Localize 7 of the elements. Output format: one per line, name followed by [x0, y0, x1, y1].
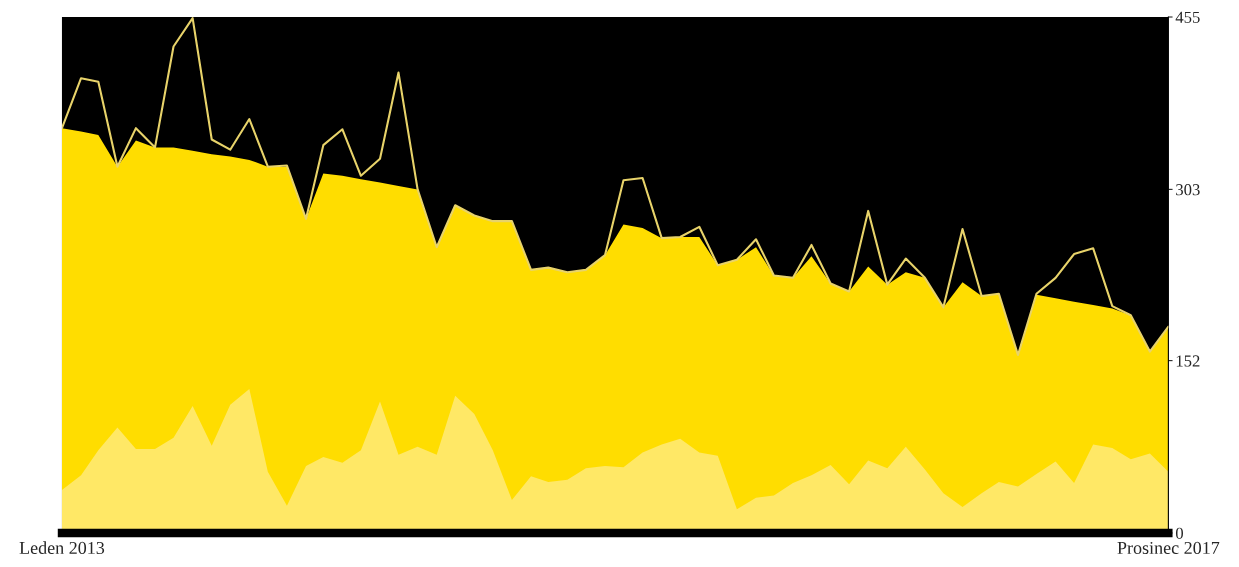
x-tick-label: Leden 2013 [19, 541, 105, 555]
y-tick-label: 455 [1175, 11, 1200, 23]
y-tick-label: 0 [1175, 527, 1184, 539]
y-tick-label: 303 [1176, 184, 1200, 196]
x-tick-label: Prosinec 2017 [1117, 541, 1220, 555]
y-tick-label: 152 [1176, 355, 1200, 367]
line-series [61, 17, 1169, 356]
